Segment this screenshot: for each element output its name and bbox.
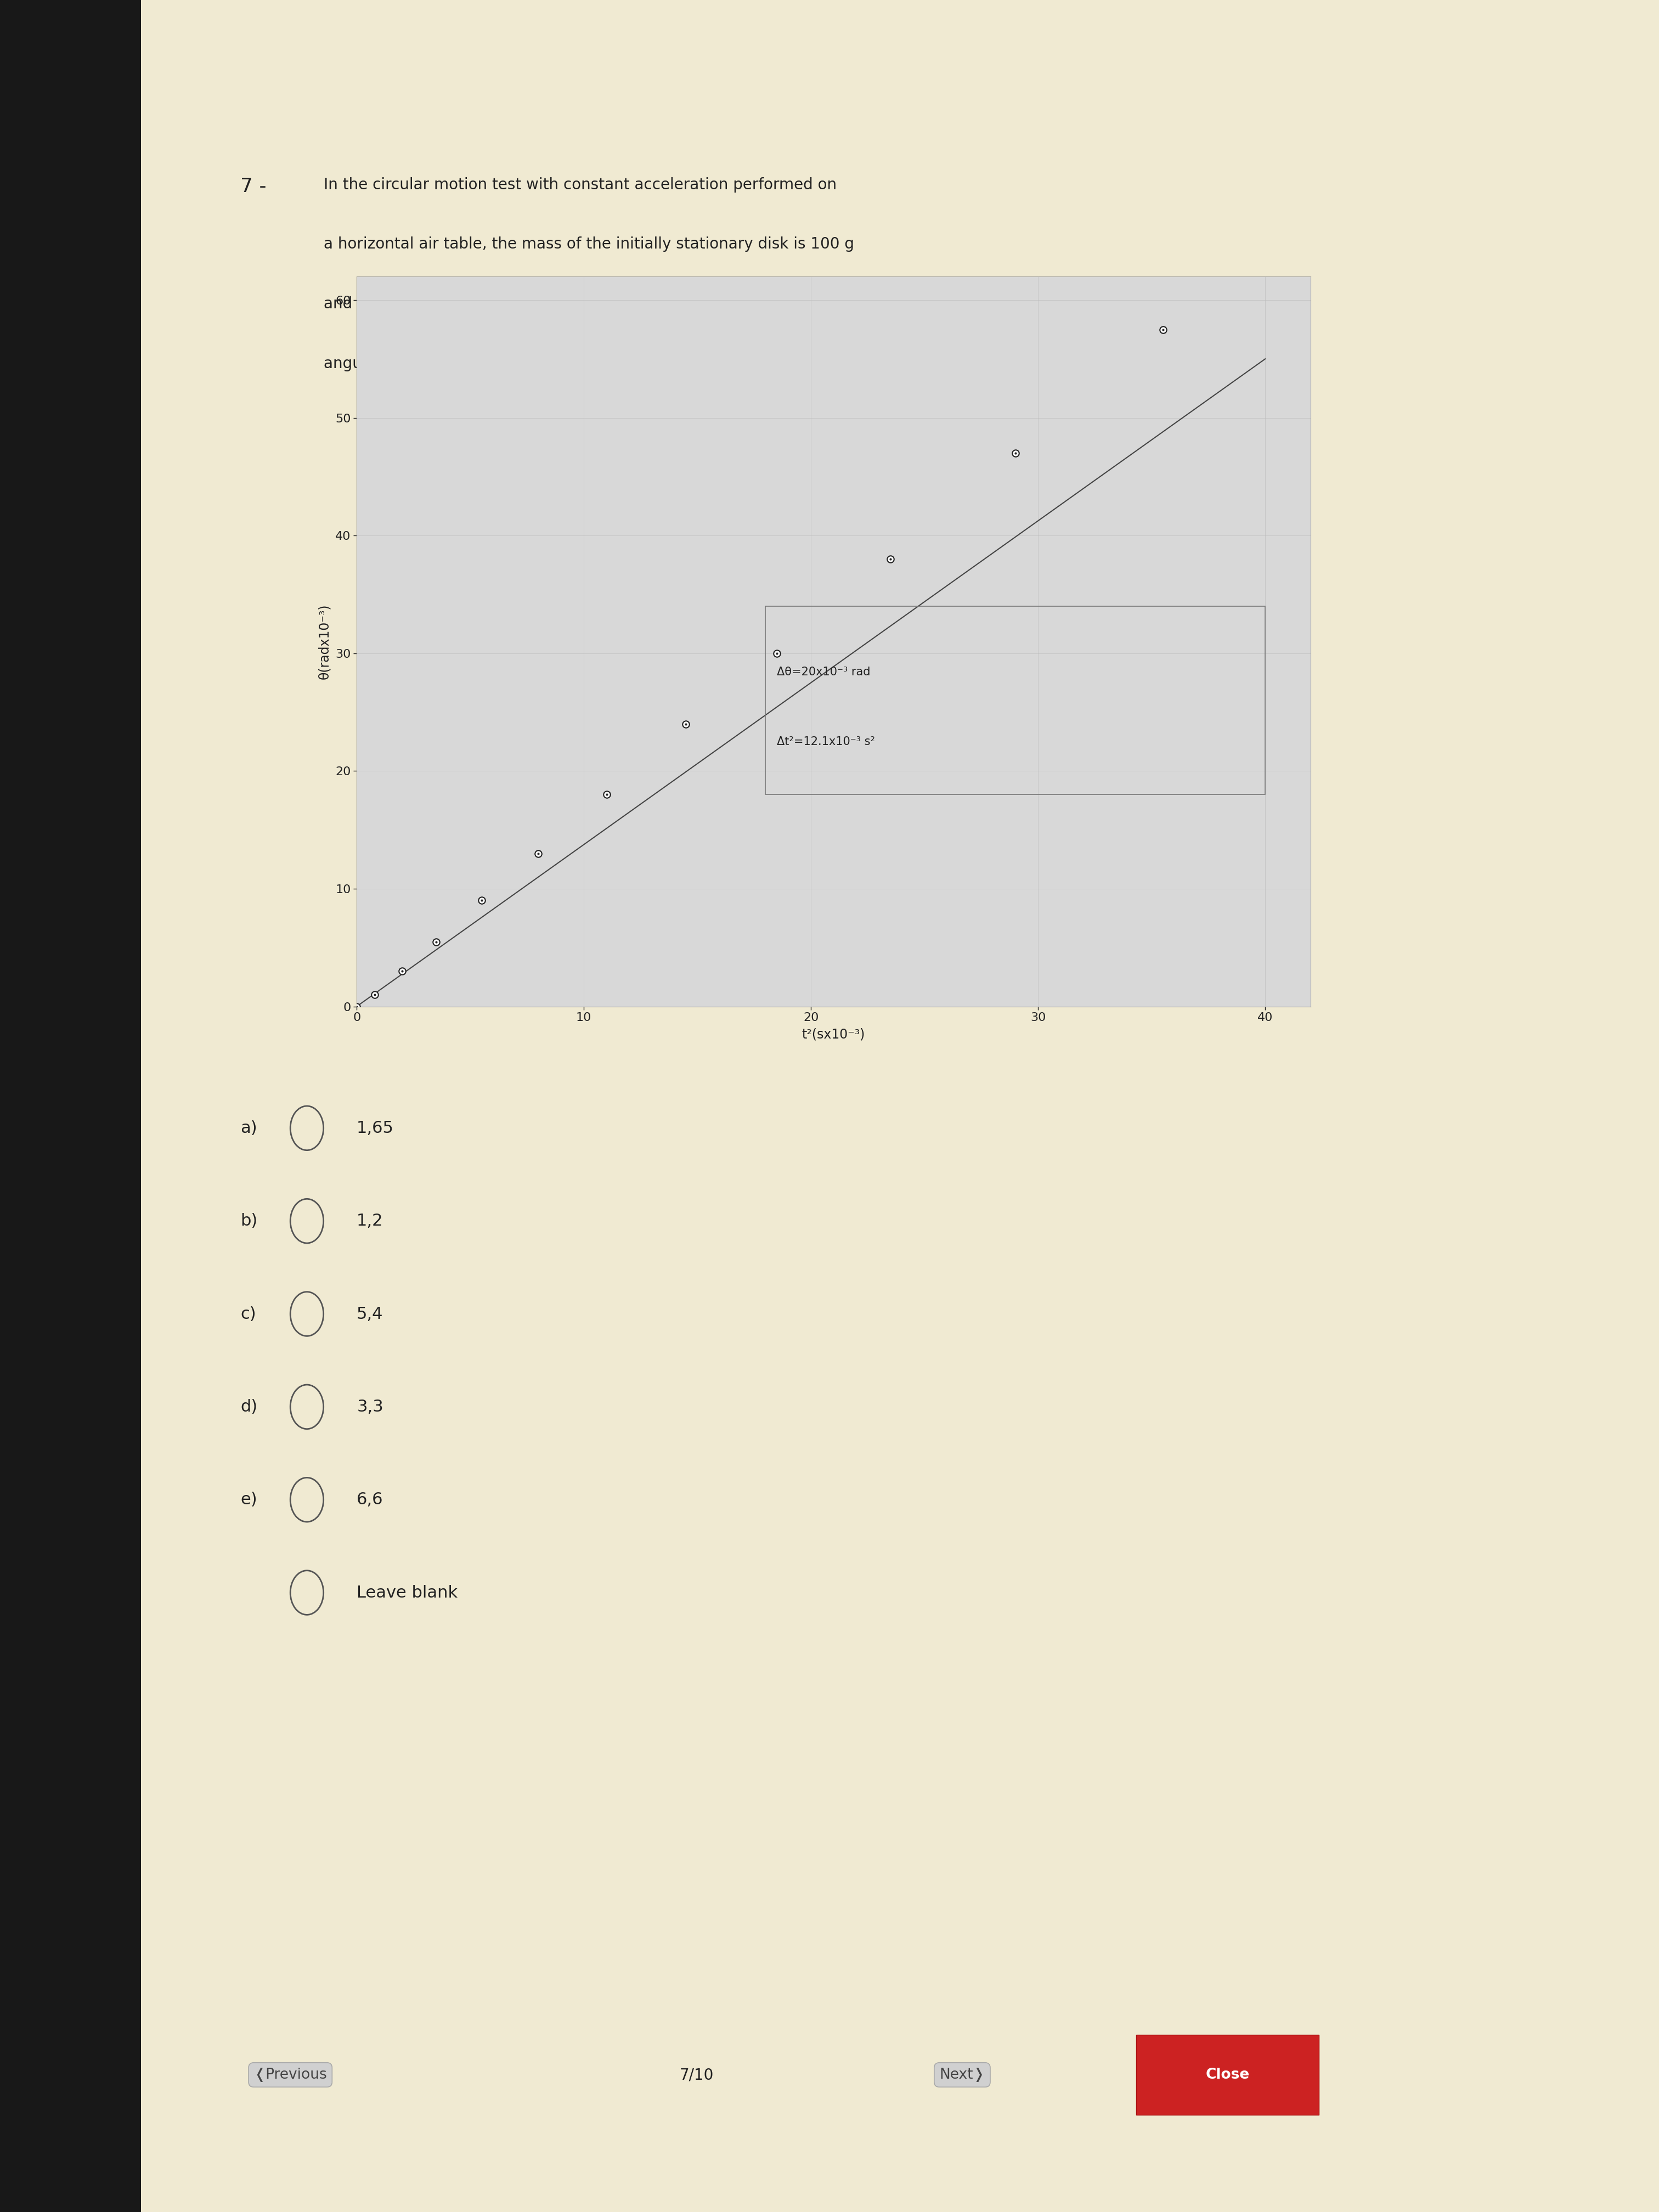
Text: ❬Previous: ❬Previous [254, 2068, 327, 2081]
Text: a horizontal air table, the mass of the initially stationary disk is 100 g: a horizontal air table, the mass of the … [324, 237, 854, 252]
Y-axis label: θ(radx10⁻³): θ(radx10⁻³) [317, 604, 330, 679]
Text: c): c) [241, 1305, 255, 1323]
Text: e): e) [241, 1491, 257, 1509]
Text: Δt²=12.1x10⁻³ s²: Δt²=12.1x10⁻³ s² [776, 737, 874, 748]
Text: 6,6: 6,6 [357, 1491, 383, 1509]
Text: and the length of the rope is 30 cm. Using the graph, find the: and the length of the rope is 30 cm. Usi… [324, 296, 793, 312]
Text: 3,3: 3,3 [357, 1398, 383, 1416]
Text: In the circular motion test with constant acceleration performed on: In the circular motion test with constan… [324, 177, 836, 192]
Text: b): b) [241, 1212, 257, 1230]
Bar [0, 0, 141, 2212]
Text: Close: Close [1206, 2068, 1249, 2081]
Text: a): a) [241, 1119, 257, 1137]
X-axis label: t²(sx10⁻³): t²(sx10⁻³) [801, 1029, 866, 1042]
Bar [1136, 2035, 1319, 2115]
Text: 1,2: 1,2 [357, 1212, 383, 1230]
Text: 7/10: 7/10 [680, 2068, 713, 2081]
Text: Δθ=20x10⁻³ rad: Δθ=20x10⁻³ rad [776, 666, 871, 677]
Bar [765, 606, 1266, 794]
Text: Next❭: Next❭ [939, 2068, 985, 2081]
Text: Leave blank: Leave blank [357, 1584, 458, 1601]
Text: d): d) [241, 1398, 257, 1416]
Text: angular velocity of the object at t=2s in rad/s.: angular velocity of the object at t=2s i… [324, 356, 675, 372]
Text: 1,65: 1,65 [357, 1119, 393, 1137]
Text: 7 -: 7 - [241, 177, 267, 195]
Text: 5,4: 5,4 [357, 1305, 383, 1323]
